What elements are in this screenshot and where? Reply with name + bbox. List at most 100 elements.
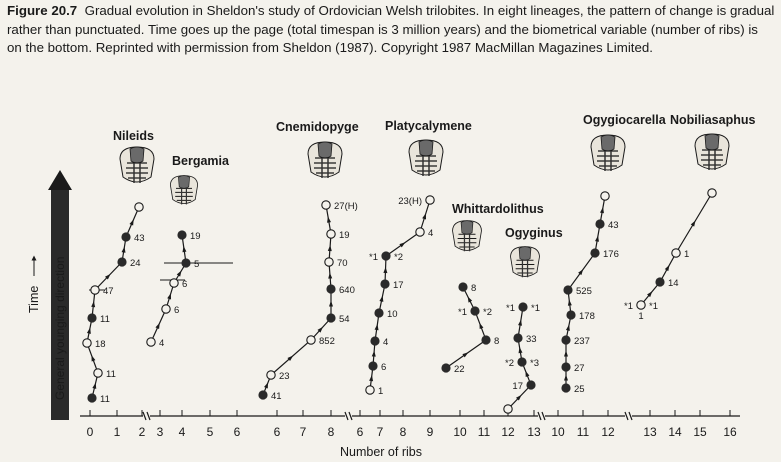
sample-point-open (169, 278, 179, 288)
sample-point-open (82, 338, 92, 348)
sample-point (561, 362, 571, 372)
sample-point-open (146, 337, 156, 347)
lineage-0: 43 24 47 11 18 11 11 (82, 202, 145, 405)
direction-arrow (167, 293, 172, 300)
sample-count-label: 23(H) (398, 196, 422, 207)
sample-point (526, 380, 536, 390)
sample-count-label: 18 (95, 339, 106, 350)
sample-count-label: 25 (574, 384, 585, 395)
x-tick-label: 7 (300, 425, 307, 439)
sample-count-label: 19 (190, 231, 201, 242)
x-tick-label: 6 (357, 425, 364, 439)
sample-point (177, 230, 187, 240)
sample-point-open (161, 304, 171, 314)
sample-count-label: *1 (624, 301, 633, 312)
sample-point (518, 302, 528, 312)
sample-point (121, 232, 131, 242)
sample-point (458, 282, 468, 292)
sample-point (517, 357, 527, 367)
sample-point (513, 333, 523, 343)
direction-arrow (462, 352, 469, 358)
sample-count-label: 11 (106, 369, 116, 380)
sample-count-label: 8 (494, 336, 499, 347)
lineage-5: *1 *1 33 *2 *3 17 (503, 302, 540, 414)
x-tick-label: 2 (139, 425, 146, 439)
sample-point-open (707, 188, 717, 198)
direction-arrow (379, 295, 384, 302)
sample-count-label: 1 (684, 249, 689, 260)
trilobite-icon (509, 246, 541, 278)
x-tick-label: 11 (577, 425, 590, 439)
x-tick-label: 0 (87, 425, 94, 439)
x-tick-label: 5 (207, 425, 214, 439)
x-tick-label: 3 (157, 425, 164, 439)
sample-point-open (324, 257, 334, 267)
sample-point-open (600, 191, 610, 201)
sample-point (566, 310, 576, 320)
direction-arrow (374, 324, 379, 331)
direction-arrow (129, 219, 134, 226)
sample-count-label: 33 (526, 334, 537, 345)
sample-point-open (636, 300, 646, 310)
sample-point (370, 336, 380, 346)
lineage-title-ogygiocarella: Ogygiocarella (583, 113, 667, 127)
direction-arrow (565, 324, 570, 331)
lineage-line (262, 204, 332, 396)
sample-count-label: 10 (387, 309, 398, 320)
x-tick-label: 15 (693, 425, 707, 439)
sample-point-open (671, 248, 681, 258)
sample-point-open (415, 227, 425, 237)
sample-count-label: 1 (378, 386, 383, 397)
x-axis (80, 411, 740, 421)
sample-count-label: *1 (649, 301, 658, 312)
sample-count-label: *1 (506, 303, 515, 314)
direction-arrow (287, 355, 294, 361)
y-axis-label: Time (27, 286, 41, 313)
sample-count-label: 54 (339, 314, 350, 325)
sample-point-open (425, 195, 435, 205)
sample-count-label: 4 (159, 338, 164, 349)
direction-arrow (600, 207, 604, 214)
direction-arrow (595, 235, 599, 242)
sample-point (117, 257, 127, 267)
lineage-line (150, 234, 187, 343)
direction-arrow (479, 322, 484, 330)
sample-point (470, 306, 480, 316)
direction-arrow (578, 269, 584, 276)
trilobite-icon (169, 175, 199, 205)
sample-point (87, 313, 97, 323)
lineage-title-platycalymene: Platycalymene (385, 119, 472, 133)
trilobite-icon (408, 139, 444, 177)
trilobite-icon (451, 220, 483, 252)
sample-count-label: 23 (279, 371, 290, 382)
sample-count-label: 852 (319, 336, 335, 347)
sample-count-label: *3 (530, 358, 539, 369)
lineage-title-cnemidopyge: Cnemidopyge (276, 120, 359, 134)
x-tick-label: 6 (274, 425, 281, 439)
sample-count-label: 41 (271, 391, 282, 402)
lineage-series: 4324471118111119566427(H)197064054852234… (82, 188, 717, 414)
sample-point-open (134, 202, 144, 212)
sample-point (590, 248, 600, 258)
direction-arrow (525, 370, 530, 378)
x-tick-label: 9 (427, 425, 434, 439)
sample-count-label: 43 (608, 220, 619, 231)
sample-count-label: *1 (531, 303, 540, 314)
direction-arrow (518, 319, 522, 326)
direction-arrow (467, 296, 473, 303)
direction-arrow (327, 216, 331, 223)
sample-point (368, 361, 378, 371)
sample-point-open (326, 229, 336, 239)
sample-point (326, 313, 336, 323)
lineage-3: 23(H) 4 *1 *2 17 10 4 6 1 (365, 195, 435, 397)
sample-count-label: 6 (174, 305, 179, 316)
sample-point (655, 277, 665, 287)
sample-count-label: 24 (130, 258, 141, 269)
sample-count-label: 176 (603, 249, 619, 260)
sample-point-open (365, 385, 375, 395)
sample-point (87, 393, 97, 403)
time-axis-label: Time (27, 255, 41, 313)
sample-count-label: 19 (339, 230, 350, 241)
